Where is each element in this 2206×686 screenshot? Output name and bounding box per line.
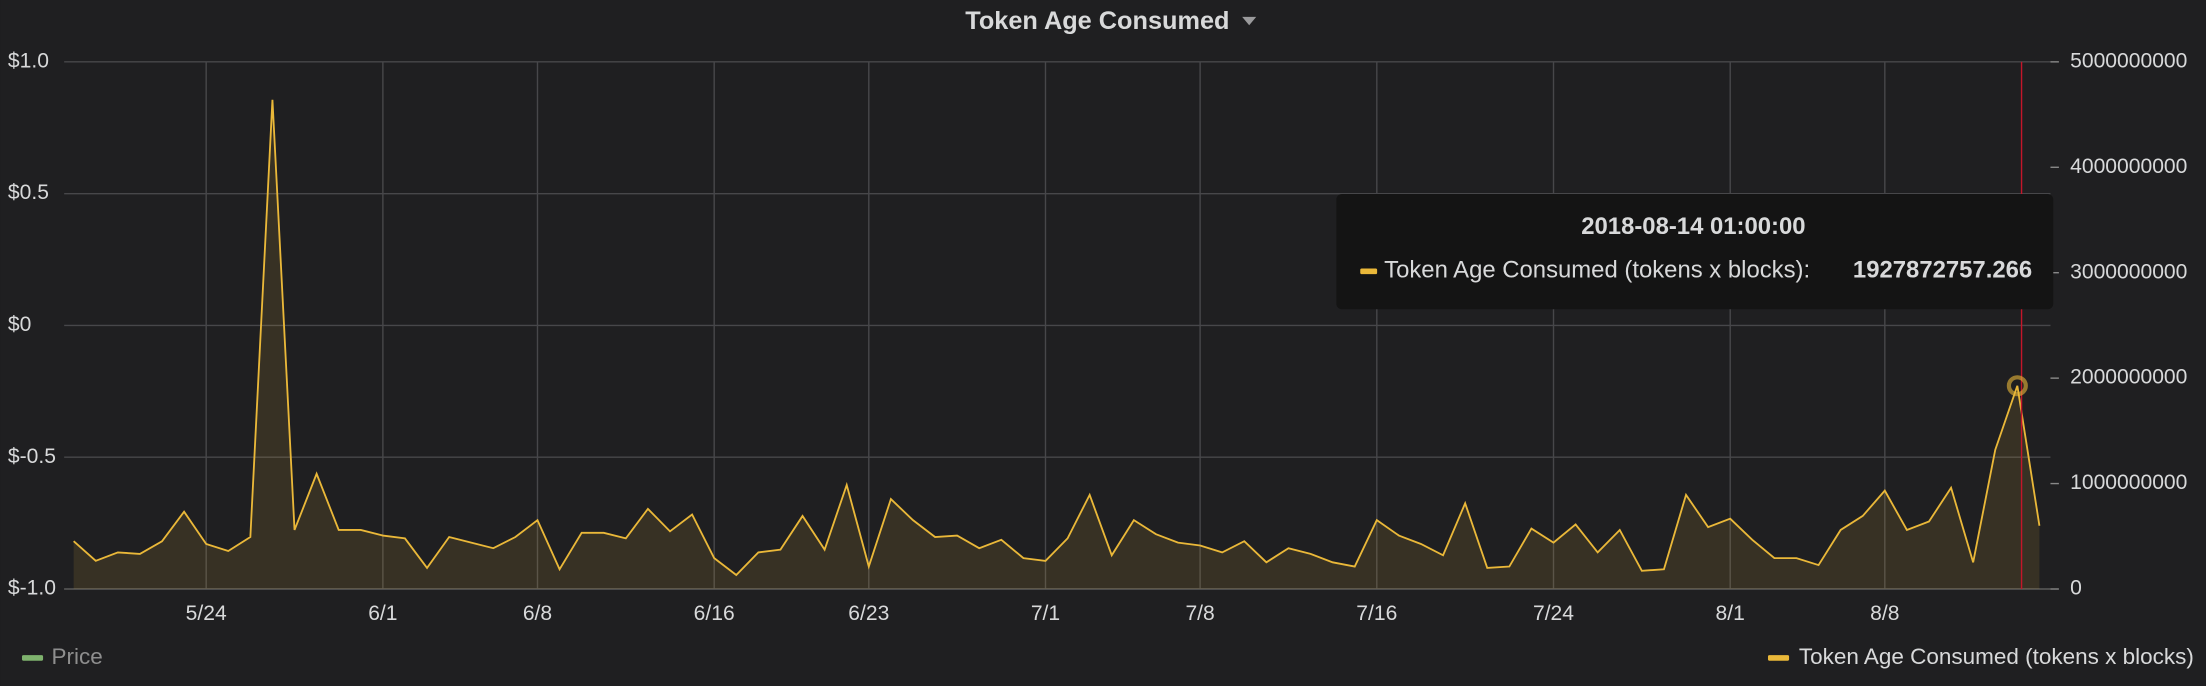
tooltip-box [1336, 193, 2054, 310]
y2-tick-label: 4000000000 [2070, 155, 2187, 178]
y2-tick-label: 0 [2070, 577, 2082, 600]
tooltip-swatch [1360, 268, 1378, 275]
series-line [73, 99, 2041, 577]
y2-tick-label: 3000000000 [2070, 260, 2187, 283]
y-tick-label: $0.5 [8, 181, 49, 204]
y-tick-label: $-1.0 [8, 577, 56, 600]
x-tick-label: 7/1 [1031, 602, 1060, 625]
tooltip-label: Token Age Consumed (tokens x blocks): [1384, 257, 1810, 284]
y-tick-label: $0 [8, 313, 31, 336]
x-tick-label: 5/24 [186, 602, 227, 625]
legend-swatch [21, 655, 44, 661]
plot-area: $1.0 $0.5 $0 $-0.5 $-1.0 0 1000000000 200000000… [8, 49, 2194, 668]
tooltip: 2018-08-14 01:00:00 Token Age Consumed (… [1336, 193, 2054, 310]
x-tick-label: 7/24 [1533, 602, 1574, 625]
x-tick-label: 7/8 [1185, 602, 1214, 625]
y2-tick-label: 1000000000 [2070, 471, 2187, 494]
title-dropdown[interactable] [1242, 16, 1257, 26]
tooltip-time: 2018-08-14 01:00:00 [1581, 213, 1805, 240]
y2-tick-label: 5000000000 [2070, 49, 2187, 72]
hover-point [2006, 375, 2028, 397]
chart-title[interactable]: Token Age Consumed [965, 7, 1229, 35]
x-tick-label: 6/16 [694, 602, 735, 625]
x-tick-label: 8/8 [1870, 602, 1899, 625]
x-tick-label: 6/8 [523, 602, 552, 625]
legend-swatch [1767, 655, 1790, 661]
x-tick-label: 6/1 [368, 602, 397, 625]
x-tick-label: 7/16 [1356, 602, 1397, 625]
x-tick-label: 8/1 [1716, 602, 1745, 625]
x-tick-label: 6/23 [848, 602, 889, 625]
legend-label: Token Age Consumed (tokens x blocks) [1799, 644, 2194, 669]
tooltip-value: 1927872757.266 [1853, 257, 2032, 284]
legend-label: Price [52, 644, 103, 669]
y-tick-label: $-0.5 [8, 445, 56, 468]
y2-tick-label: 2000000000 [2070, 366, 2187, 389]
y-tick-label: $1.0 [8, 49, 49, 72]
